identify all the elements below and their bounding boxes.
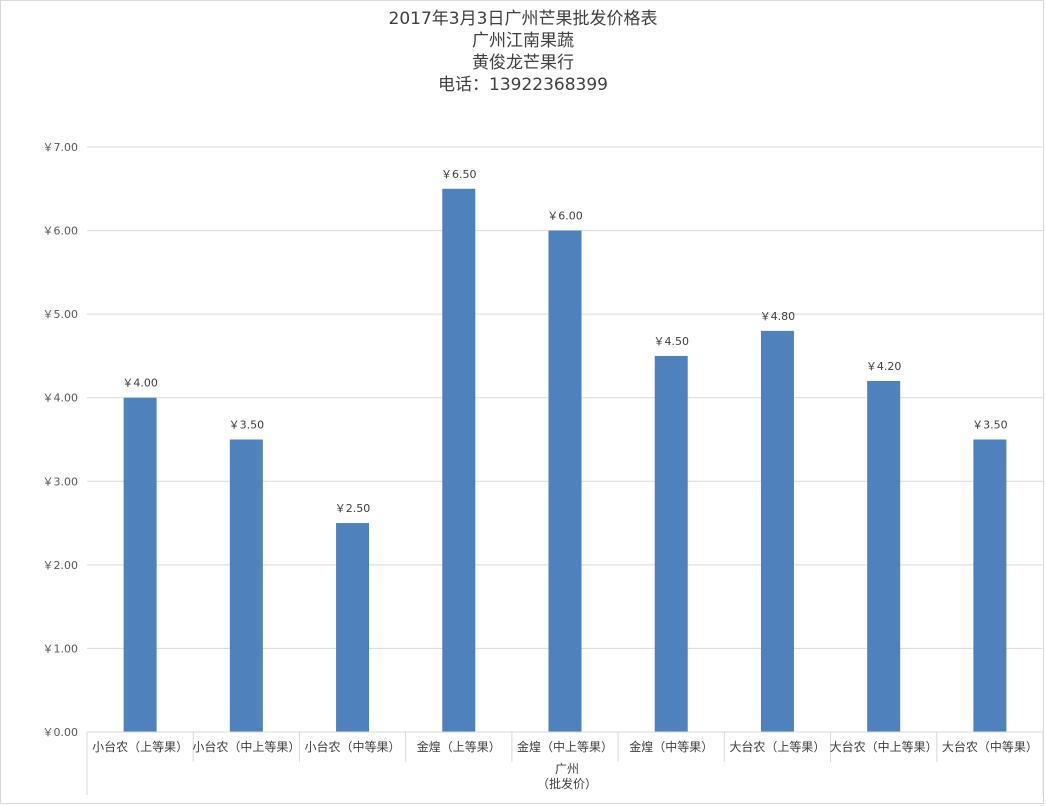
bars bbox=[123, 188, 1007, 733]
y-tick-label: ￥1.00 bbox=[43, 642, 79, 655]
x-group-label: 广州 bbox=[555, 762, 579, 776]
chart-title-line-4: 电话：13922368399 bbox=[438, 75, 608, 95]
x-tick-label: 金煌（上等果） bbox=[417, 739, 501, 754]
y-tick-label: ￥5.00 bbox=[43, 308, 79, 321]
chart-title-line-1: 2017年3月3日广州芒果批发价格表 bbox=[388, 9, 658, 29]
y-tick-label: ￥2.00 bbox=[43, 559, 79, 572]
bar bbox=[123, 397, 157, 732]
data-label: ￥4.80 bbox=[760, 310, 796, 323]
chart-title: 2017年3月3日广州芒果批发价格表 广州江南果蔬 黄俊龙芒果行 电话：1392… bbox=[0, 8, 1046, 96]
x-tick-label: 金煌（中等果） bbox=[629, 739, 713, 754]
data-label: ￥3.50 bbox=[972, 419, 1008, 432]
x-tick-label: 大台农（中等果） bbox=[942, 739, 1038, 754]
data-label: ￥3.50 bbox=[229, 419, 265, 432]
chart-title-line-3: 黄俊龙芒果行 bbox=[472, 53, 574, 73]
x-tick-label: 金煌（中上等果） bbox=[517, 739, 613, 754]
data-label: ￥4.50 bbox=[653, 335, 689, 348]
x-tick-label: 小台农（上等果） bbox=[92, 739, 188, 754]
x-tick-label: 大台农（中上等果） bbox=[830, 739, 938, 754]
bar bbox=[229, 439, 263, 732]
bar bbox=[973, 439, 1007, 732]
bar bbox=[867, 381, 901, 732]
y-tick-label: ￥0.00 bbox=[43, 726, 79, 739]
axes: ￥0.00 ￥1.00 ￥2.00 ￥3.00 ￥4.00 ￥5.00 ￥6.00 ￥7.00 bbox=[43, 141, 1044, 795]
x-tick-label: 小台农（中等果） bbox=[305, 739, 401, 754]
y-tick-label: ￥4.00 bbox=[43, 392, 79, 405]
bar bbox=[548, 230, 582, 733]
data-label: ￥4.00 bbox=[122, 377, 158, 390]
data-label: ￥6.00 bbox=[547, 210, 583, 223]
bar bbox=[336, 523, 370, 732]
data-label: ￥4.20 bbox=[866, 360, 902, 373]
x-tick-label: 小台农（中上等果） bbox=[192, 739, 300, 754]
bar bbox=[442, 188, 476, 733]
y-tick-label: ￥7.00 bbox=[43, 141, 79, 154]
bar bbox=[654, 355, 688, 732]
data-label: ￥2.50 bbox=[335, 502, 371, 515]
chart-title-line-2: 广州江南果蔬 bbox=[472, 31, 574, 51]
data-label: ￥6.50 bbox=[441, 168, 477, 181]
bar bbox=[760, 330, 794, 732]
y-tick-label: ￥3.00 bbox=[43, 475, 79, 488]
x-group-label: （批发价） bbox=[537, 776, 597, 791]
y-tick-label: ￥6.00 bbox=[43, 225, 79, 238]
labels: ￥4.00 小台农（上等果） ￥3.50 小台农（中上等果） ￥2.50 小台农（中等果）… bbox=[92, 168, 1038, 791]
x-tick-label: 大台农（上等果） bbox=[729, 739, 825, 754]
